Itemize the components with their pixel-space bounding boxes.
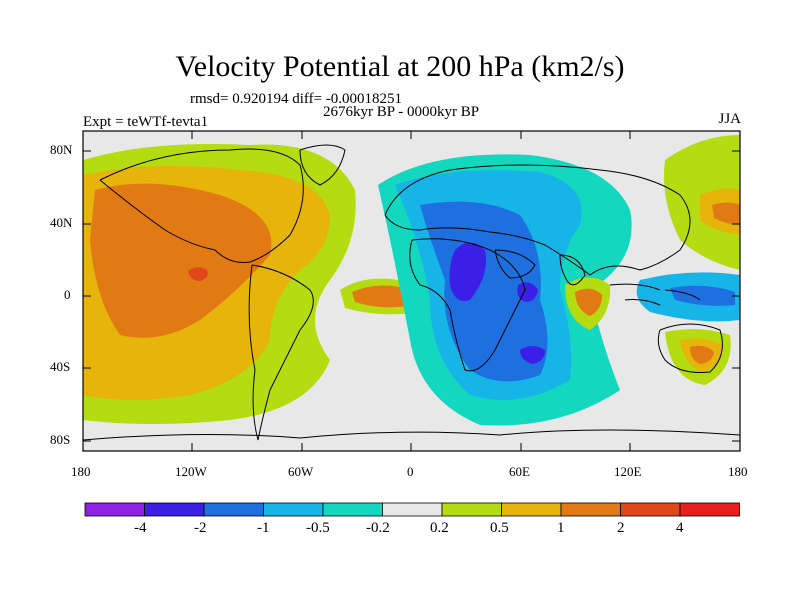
colorbar-swatch: [382, 502, 443, 517]
colorbar-swatch: [501, 502, 562, 517]
contour-deepblue-center: [517, 282, 538, 302]
lon-label-180e: 180: [728, 464, 748, 479]
coast-australia: [657, 323, 723, 373]
contour-orange-eastasia: [712, 202, 740, 225]
contour-orange-atlantic: [352, 285, 416, 308]
experiment-label: Expt = teWTf-tevta1: [83, 114, 209, 130]
lon-label-180w: 180: [71, 464, 91, 479]
colorbar-swatch: [620, 502, 681, 517]
colorbar-swatch: [263, 502, 324, 517]
season-label: JJA: [718, 111, 741, 127]
colorbar-swatch: [144, 502, 205, 517]
coast-greenland: [299, 144, 346, 186]
lat-label-eq: 0: [64, 287, 71, 302]
colorbar-label: -0.2: [366, 520, 390, 536]
colorbar-swatch: [322, 502, 383, 517]
lon-label-60e: 60E: [509, 464, 530, 479]
contour-blue-pacific: [670, 285, 735, 306]
colorbar-label: 2: [617, 520, 625, 536]
lon-label-0: 0: [407, 464, 414, 479]
colorbar-label: 0.5: [490, 520, 509, 536]
colorbar-swatch: [560, 502, 621, 517]
colorbar-label: 1: [557, 520, 565, 536]
colorbar-swatch: [203, 502, 264, 517]
lat-ticks: [83, 150, 740, 442]
contour-blue: [420, 201, 548, 382]
contour-orange-australia: [690, 345, 714, 364]
contour-red-west: [188, 267, 208, 281]
colorbar-label: 4: [676, 520, 684, 536]
colorbar-label: -0.5: [306, 520, 330, 536]
coast-maritime: [609, 283, 701, 306]
lat-label-80s: 80S: [50, 432, 71, 447]
colorbar-swatch: [441, 502, 502, 517]
colorbar-label: -4: [134, 520, 147, 536]
coast-north-america: [99, 148, 304, 263]
lat-label-80n: 80N: [50, 142, 73, 157]
lat-label-40s: 40S: [50, 359, 71, 374]
stats-subtitle: rmsd= 0.920194 diff= -0.00018251: [190, 91, 403, 107]
colorbar-swatch: [84, 502, 145, 517]
coast-arabia: [494, 249, 536, 279]
contour-field: [83, 131, 740, 451]
coast-india: [559, 254, 586, 286]
coast-africa: [409, 238, 526, 372]
colorbar-label: -2: [194, 520, 207, 536]
lon-ticks: [191, 131, 631, 451]
period-subtitle: 2676kyr BP - 0000kyr BP: [323, 104, 480, 120]
lon-label-120w: 120W: [175, 464, 207, 479]
contour-orange-west: [90, 183, 272, 338]
colorbar-label: -1: [257, 520, 270, 536]
contour-deepblue-south: [520, 346, 545, 364]
lon-label-120e: 120E: [614, 464, 642, 479]
colorbar: [84, 502, 740, 517]
coast-antarctica: [83, 429, 740, 441]
lon-label-60w: 60W: [288, 464, 314, 479]
coastlines: [83, 144, 740, 441]
map-title: Velocity Potential at 200 hPa (km2/s): [175, 50, 625, 83]
contour-deepblue-north: [449, 242, 486, 301]
colorbar-swatch: [679, 502, 740, 517]
coast-south-america: [248, 264, 314, 441]
contour-orange-indian: [575, 288, 602, 316]
colorbar-label: 0.2: [430, 520, 449, 536]
coast-eurasia: [384, 164, 691, 276]
lat-label-40n: 40N: [50, 215, 73, 230]
